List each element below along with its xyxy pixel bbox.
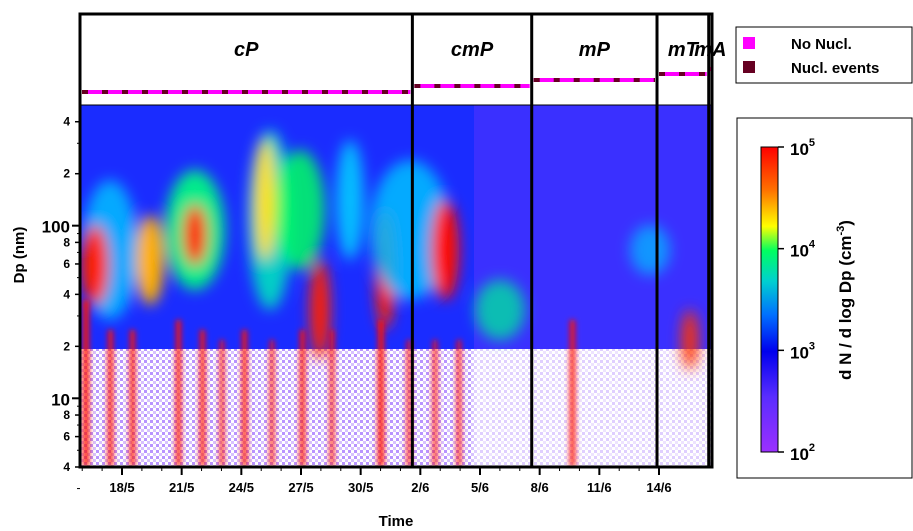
x-tick-label: 18/5 [109, 480, 134, 495]
x-tick-label: 8/6 [531, 480, 549, 495]
colorbar: 105 104 103 102 d N / d log Dp (cm-3) [736, 117, 913, 479]
heatmap [80, 105, 712, 467]
air-mass-dividers [410, 14, 711, 467]
colorbar-tick-label: 105 [790, 137, 815, 159]
x-tick-label: 30/5 [348, 480, 373, 495]
air-mass-label: mA [694, 39, 726, 61]
colorbar-tick-label: 102 [790, 442, 815, 464]
y-minor-tick-label: 4 [63, 115, 70, 129]
air-mass-label: mP [579, 39, 611, 61]
y-axis-label: Dp (nm) [11, 227, 28, 284]
air-mass-label: cP [234, 39, 259, 61]
x-tick-label: 21/5 [169, 480, 194, 495]
plot-frame [78, 12, 714, 469]
colorbar-gradient [760, 146, 779, 453]
x-tick-label: 27/5 [288, 480, 313, 495]
air-mass-label: mT [668, 39, 700, 61]
y-minor-tick-label: 6 [63, 430, 70, 444]
x-tick-label: 14/6 [646, 480, 671, 495]
x-tick-label: 11/6 [587, 480, 612, 495]
legend-swatch-nucl-events [743, 61, 755, 73]
legend-label-nucl-events: Nucl. events [791, 60, 879, 77]
y-major-tick-label: 10 [51, 390, 70, 409]
y-minor-tick-label: 8 [63, 408, 70, 422]
colorbar-label: d N / d log Dp (cm-3) [835, 220, 855, 380]
legend-label-no-nucl: No Nucl. [791, 36, 852, 53]
y-axis: 10 100 4 6 8 2 4 6 8 2 4 [42, 115, 80, 490]
legend: No Nucl. Nucl. events [735, 26, 913, 84]
x-axis-label: Time [379, 513, 414, 530]
x-tick-label: 2/6 [411, 480, 429, 495]
x-tick-label: 24/5 [229, 480, 254, 495]
legend-swatch-no-nucl [743, 37, 755, 49]
y-minor-tick-label: 2 [63, 167, 70, 181]
colorbar-tick-label: 104 [790, 239, 816, 261]
x-tick-label: 5/6 [471, 480, 489, 495]
y-minor-tick-label: 6 [63, 257, 70, 271]
colorbar-tick-label: 103 [790, 340, 815, 362]
colorbar-ticks: 105 104 103 102 [778, 137, 816, 464]
y-minor-tick-label: 4 [63, 287, 70, 301]
y-minor-tick-label: 8 [63, 235, 70, 249]
y-minor-tick-label: 4 [63, 460, 70, 474]
x-axis: 18/5 21/5 24/5 27/5 30/5 2/6 5/6 8/6 11/6 14/6 [81, 467, 672, 495]
y-major-tick-label: 100 [42, 218, 70, 237]
y-minor-tick-label: 2 [63, 339, 70, 353]
air-mass-label: cmP [451, 39, 494, 61]
